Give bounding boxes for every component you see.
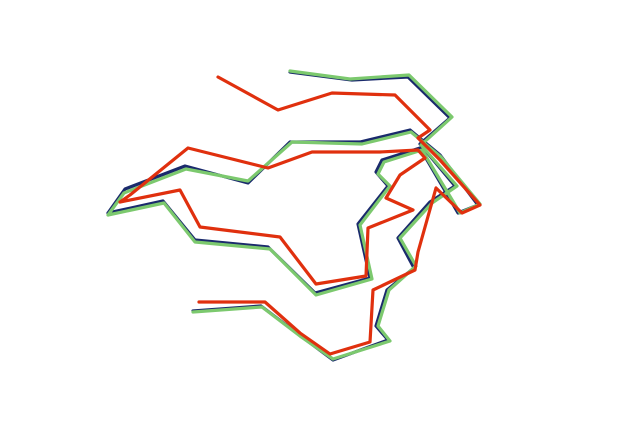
trace-red-line [118, 75, 482, 356]
backbone-trace-red [118, 75, 482, 356]
trace-navy-line [106, 70, 480, 362]
backbone-trace-green [106, 69, 482, 361]
trace-green-line [106, 69, 482, 361]
backbone-trace-navy [106, 70, 480, 362]
